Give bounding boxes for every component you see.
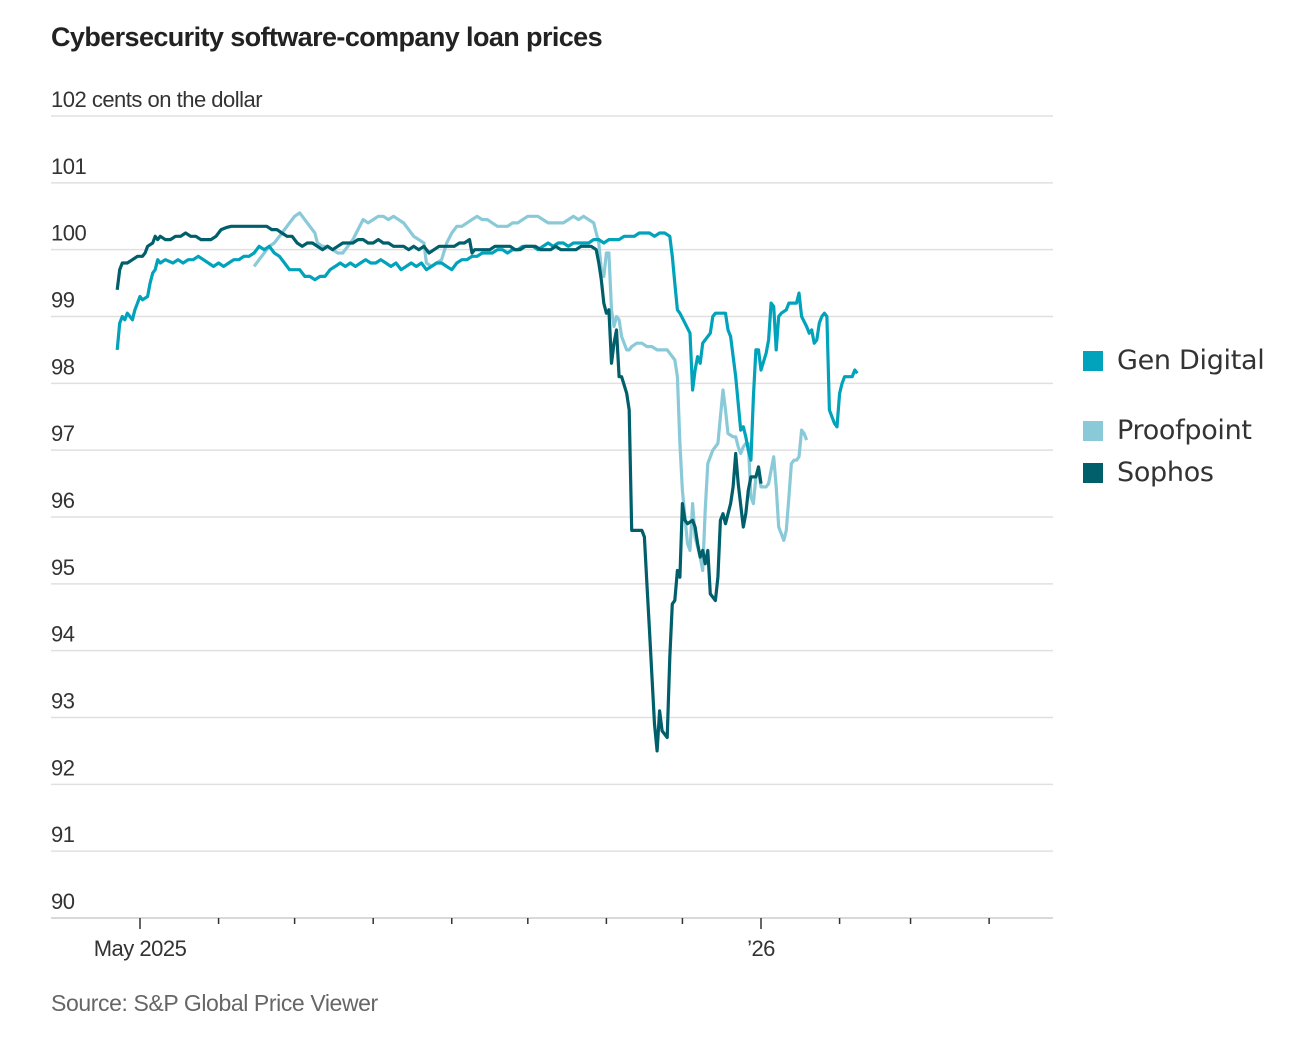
- source-note: Source: S&P Global Price Viewer: [51, 990, 378, 1016]
- y-tick-label: 98: [51, 354, 75, 379]
- gridlines: [51, 115, 1053, 919]
- y-tick-label: 95: [51, 555, 75, 580]
- chart-title: Cybersecurity software-company loan pric…: [51, 22, 603, 52]
- legend-item-proofpoint: Proofpoint: [1083, 415, 1252, 446]
- legend-label: Gen Digital: [1117, 345, 1265, 376]
- legend-item-gen-digital: Gen Digital: [1083, 345, 1265, 376]
- y-tick-label: 92: [51, 755, 75, 780]
- legend-swatch-gen-digital: [1083, 350, 1103, 371]
- y-tick-label: 90: [51, 889, 75, 914]
- y-tick-label: 94: [51, 622, 75, 647]
- y-tick-label: 101: [51, 154, 86, 179]
- y-tick-label: 96: [51, 488, 75, 513]
- y-tick-label: 99: [51, 288, 75, 313]
- y-tick-label: 93: [51, 689, 75, 714]
- legend-swatch-sophos: [1083, 462, 1103, 483]
- x-axis: May 2025 ’26: [94, 918, 990, 961]
- legend-swatch-proofpoint: [1083, 420, 1103, 441]
- x-tick-label: May 2025: [94, 936, 187, 961]
- y-tick-label: 97: [51, 421, 75, 446]
- y-tick-label: 91: [51, 822, 75, 847]
- legend-label: Proofpoint: [1117, 415, 1252, 446]
- y-axis-tick-labels: 102 cents on the dollar 101 100 99 98 97 96 95 9…: [51, 87, 263, 914]
- series-line-gen-digital: [115, 231, 859, 462]
- y-tick-label: 102 cents on the dollar: [51, 87, 262, 112]
- legend-label: Sophos: [1117, 457, 1214, 488]
- y-tick-label: 100: [51, 221, 86, 246]
- legend-item-sophos: Sophos: [1083, 457, 1214, 488]
- series-line-sophos: [115, 224, 763, 753]
- x-tick-label: ’26: [747, 936, 775, 961]
- series-lines: [115, 211, 859, 753]
